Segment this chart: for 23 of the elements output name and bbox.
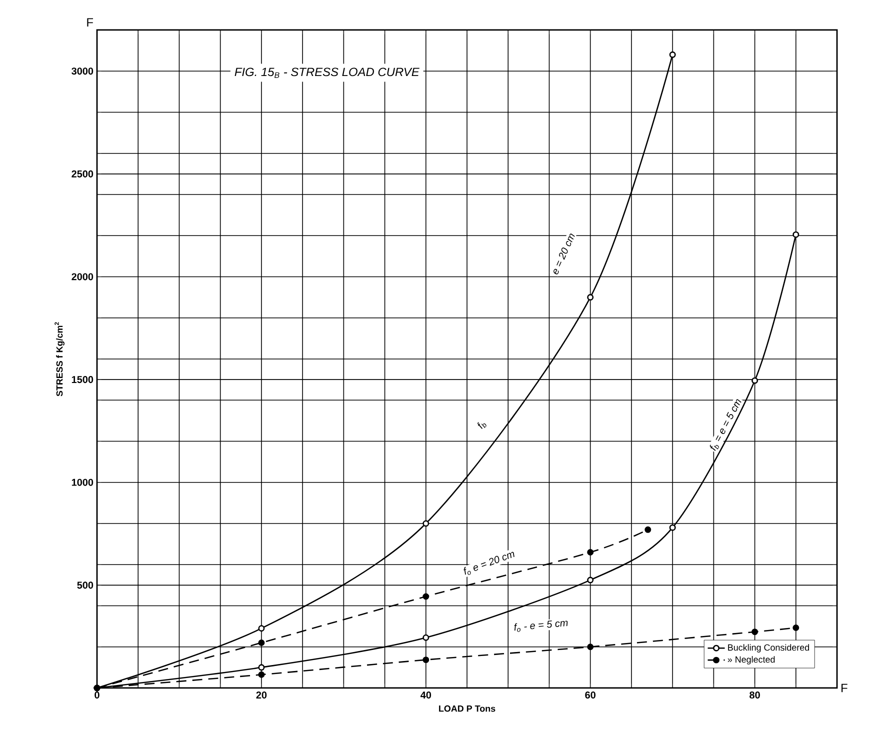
- x-tick-label: 60: [585, 692, 596, 699]
- y-tick-label: 3000: [72, 68, 94, 75]
- text: FIG. 15$_{B}$ - STRESS LOAD CURVE: [234, 68, 420, 78]
- x-tick-label: 0: [94, 692, 100, 699]
- annotation: f$_{o}$ e = 20 cm: [464, 552, 514, 575]
- annotation: f$_{b}$: [478, 422, 486, 430]
- annotation: e = 20 cm: [554, 234, 575, 274]
- x-tick-label: 40: [420, 692, 432, 699]
- x-tick-label: 20: [256, 692, 267, 699]
- text: F: [842, 684, 848, 692]
- text: F: [87, 18, 94, 26]
- y-axis-title: STRESS f Kg/cm$^{2}$: [54, 322, 64, 396]
- legend-label: Buckling Considered: [728, 644, 810, 652]
- annotation: f$_{b}$ = e = 5 cm: [710, 399, 742, 451]
- y-tick-label: 2000: [72, 273, 94, 280]
- y-tick-label: 2500: [72, 170, 94, 178]
- y-tick-label: 1500: [72, 376, 94, 384]
- annotation: f$_{o}$ - e = 5 cm: [514, 620, 568, 632]
- y-tick-label: 1000: [72, 478, 94, 486]
- x-axis-title: LOAD P Tons: [439, 705, 496, 712]
- legend-label: » Neglected: [728, 656, 775, 664]
- y-tick-label: 500: [77, 582, 94, 589]
- x-tick-label: 80: [750, 692, 760, 699]
